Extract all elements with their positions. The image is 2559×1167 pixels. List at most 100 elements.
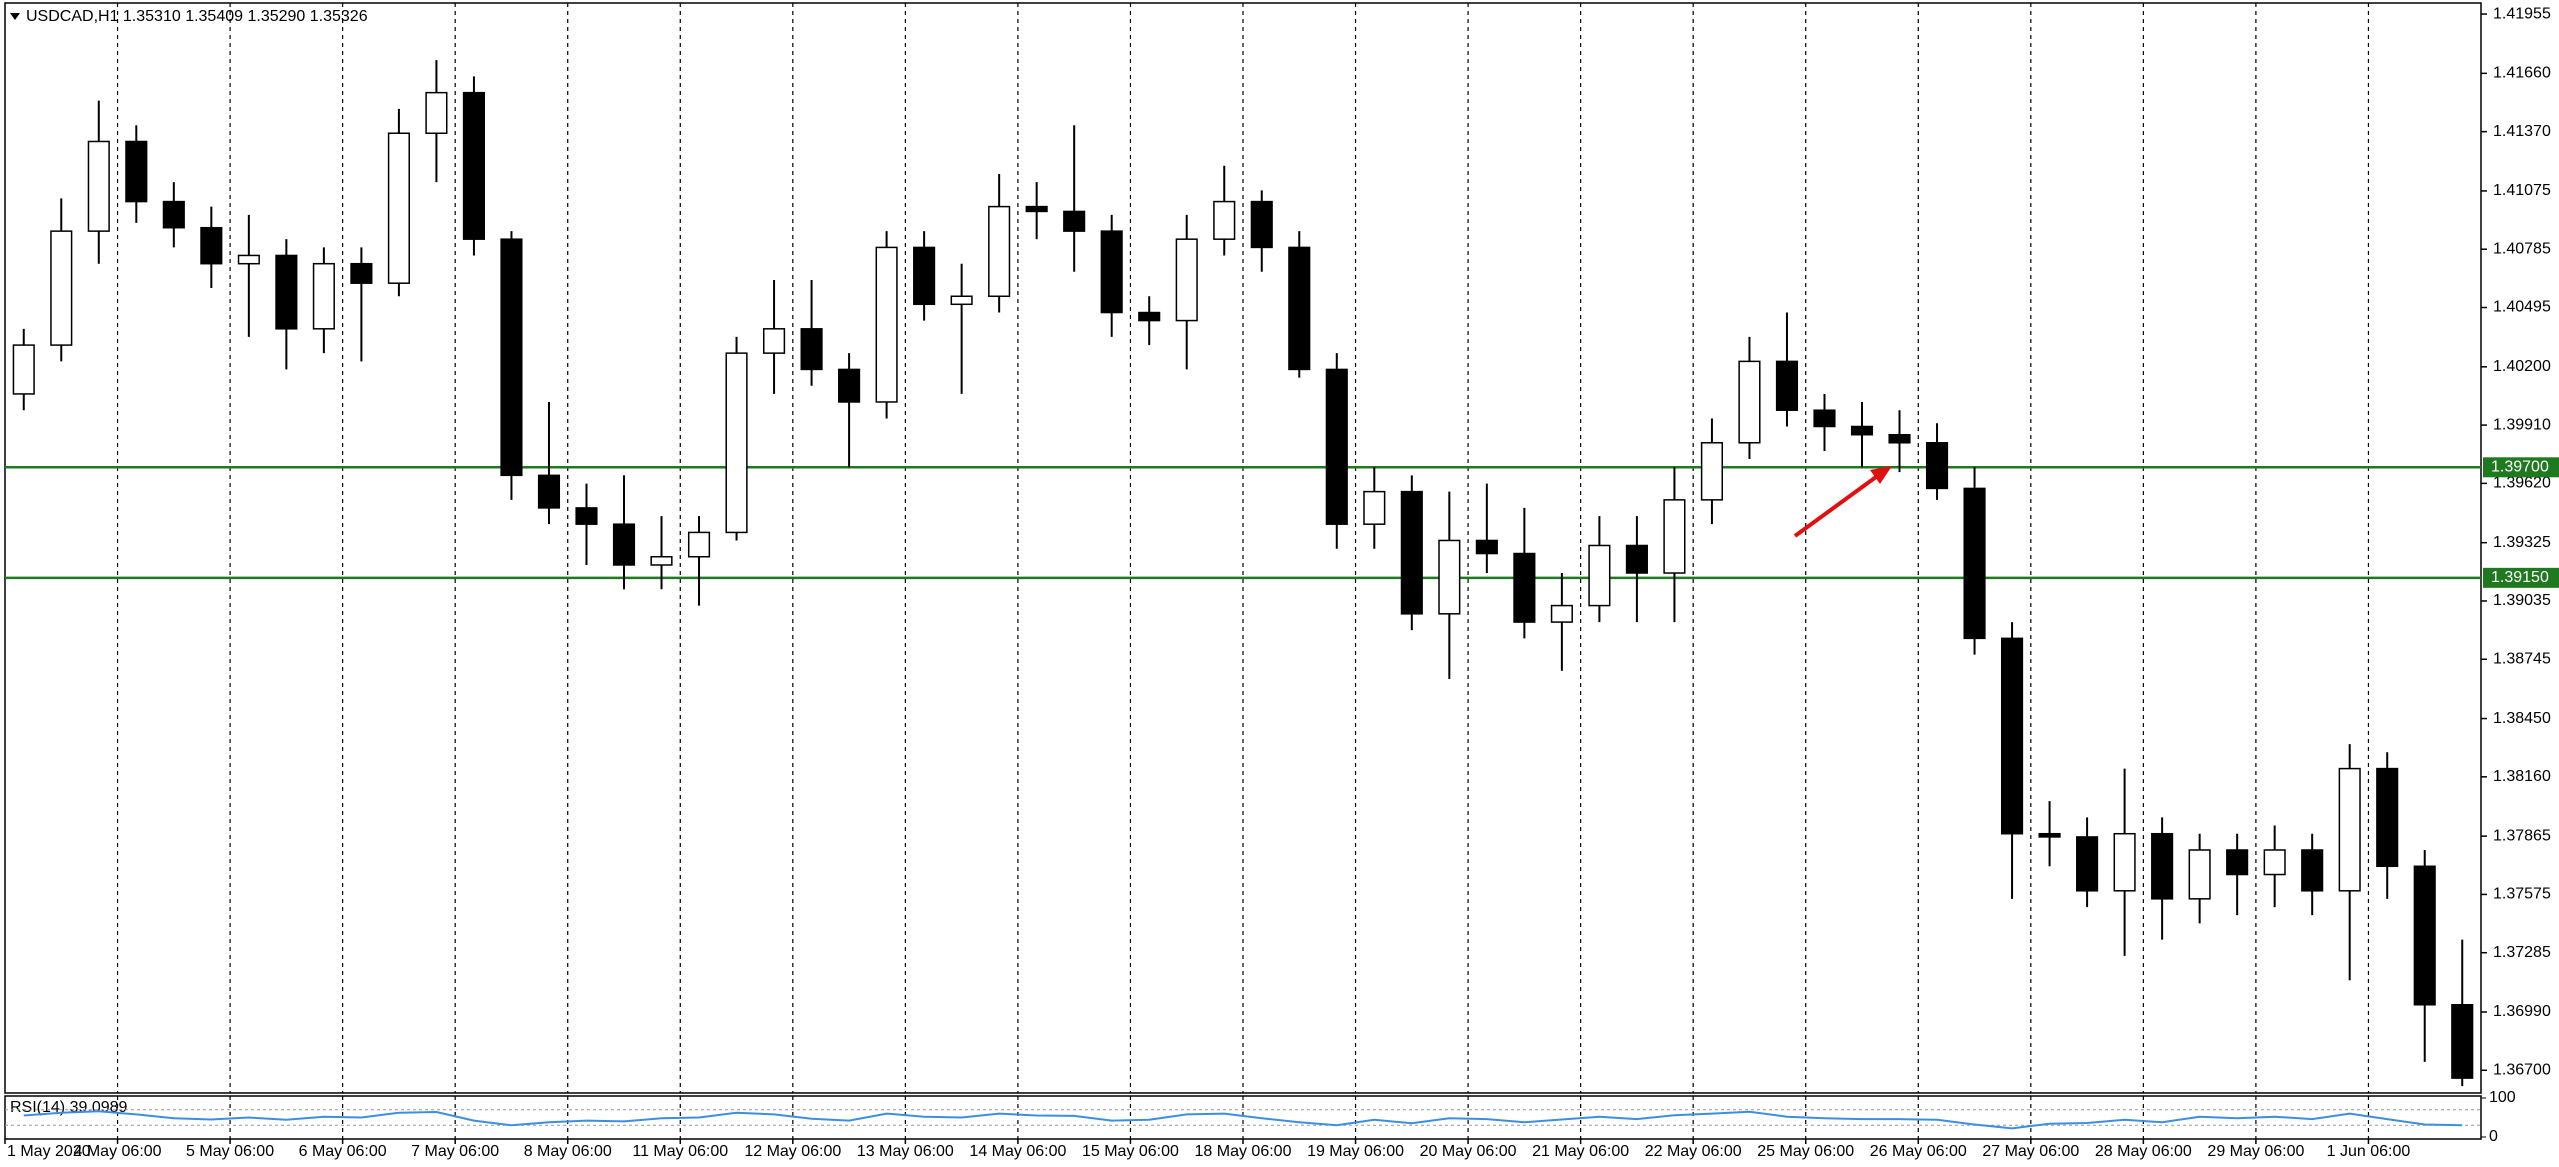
candle-body — [2338, 767, 2361, 892]
candle-body — [1100, 230, 1123, 314]
candle-body — [1213, 200, 1236, 240]
candle-body — [500, 238, 523, 477]
candle-body — [1663, 499, 1686, 574]
candle-body — [237, 254, 260, 265]
candle-body — [275, 254, 298, 330]
candle-body — [2000, 637, 2024, 835]
y-tick-label: 1.41955 — [2493, 5, 2551, 22]
candle-body — [988, 205, 1011, 298]
x-tick-label: 8 May 06:00 — [524, 1143, 612, 1160]
candle-body — [12, 344, 35, 395]
y-tick-label: 1.39035 — [2493, 592, 2551, 609]
candle-body — [312, 262, 335, 330]
candle-body — [537, 474, 561, 509]
candle-body — [1250, 200, 1273, 249]
candle-body — [1588, 544, 1611, 607]
candle-body — [125, 140, 148, 203]
y-tick-label: 1.41660 — [2493, 65, 2551, 82]
candle-body — [1550, 604, 1573, 623]
candle-body — [1925, 442, 1949, 490]
y-tick-label: 1.37575 — [2493, 886, 2551, 903]
candle-body — [1438, 539, 1461, 615]
x-tick-label: 13 May 06:00 — [857, 1143, 954, 1160]
candle-body — [162, 200, 185, 229]
y-tick-label: 1.39325 — [2493, 534, 2551, 551]
y-tick-label: 1.36990 — [2493, 1003, 2551, 1020]
x-tick-label: 12 May 06:00 — [744, 1143, 841, 1160]
y-tick-label: 1.40495 — [2493, 299, 2551, 316]
x-tick-label: 15 May 06:00 — [1082, 1143, 1179, 1160]
symbol-menu-icon[interactable] — [10, 13, 20, 20]
y-tick-label: 1.38745 — [2493, 650, 2551, 667]
x-tick-label: 7 May 06:00 — [411, 1143, 499, 1160]
candle-body — [1325, 368, 1348, 525]
candle-body — [87, 140, 110, 232]
candle-body — [1175, 238, 1198, 322]
candle-body — [350, 262, 373, 284]
candle-body — [838, 368, 861, 403]
candle-body — [2226, 849, 2249, 876]
y-tick-label: 1.41370 — [2493, 123, 2551, 140]
x-tick-label: 26 May 06:00 — [1870, 1143, 1967, 1160]
candle-body — [1963, 487, 1986, 640]
x-tick-label: 11 May 06:00 — [632, 1143, 728, 1160]
candle-body — [2301, 849, 2324, 892]
candle-body — [950, 295, 973, 306]
candle-body — [1738, 360, 1761, 444]
candle-body — [1025, 205, 1048, 213]
annotation-arrow — [1793, 466, 1892, 538]
x-tick-label: 14 May 06:00 — [969, 1143, 1066, 1160]
y-tick-label: 1.38160 — [2493, 768, 2551, 785]
y-tick-label: 1.40785 — [2493, 240, 2551, 257]
x-tick-label: 28 May 06:00 — [2095, 1143, 2192, 1160]
indicator-title: RSI(14) 39.0989 — [10, 1099, 128, 1116]
y-tick-label: 1.40200 — [2493, 358, 2551, 375]
candle-body — [913, 246, 936, 306]
candle-body — [1513, 552, 1536, 623]
x-tick-label: 29 May 06:00 — [2207, 1143, 2304, 1160]
candle-body — [875, 246, 898, 403]
candle-body — [2076, 836, 2099, 892]
candle-body — [575, 507, 598, 525]
x-tick-label: 18 May 06:00 — [1195, 1143, 1292, 1160]
candle-body — [387, 132, 410, 284]
y-tick-label: 1.38450 — [2493, 710, 2551, 727]
x-tick-label: 19 May 06:00 — [1307, 1143, 1404, 1160]
arrow-shaft — [1793, 475, 1878, 538]
level-label: 1.39150 — [2491, 569, 2549, 586]
candle-body — [2038, 832, 2061, 838]
candle-body — [1475, 539, 1498, 555]
candle-body — [462, 91, 486, 240]
candle-body — [50, 230, 73, 346]
indicator-line — [23, 1110, 2463, 1130]
x-tick-label: 25 May 06:00 — [1757, 1143, 1854, 1160]
level-label: 1.39700 — [2491, 459, 2549, 476]
candle-body — [2188, 849, 2211, 900]
candle-body — [1400, 490, 1423, 615]
x-tick-label: 1 Jun 06:00 — [2327, 1143, 2411, 1160]
y-tick-label: 1.36700 — [2493, 1062, 2551, 1079]
x-tick-label: 6 May 06:00 — [299, 1143, 387, 1160]
indicator-tick-label: 0 — [2489, 1128, 2498, 1145]
candle-body — [1288, 246, 1311, 371]
level-label-box — [2483, 567, 2559, 588]
candle-body — [2451, 1004, 2474, 1079]
candle-body — [800, 328, 823, 371]
indicator-tick-label: 100 — [2489, 1089, 2516, 1106]
candle-body — [1813, 409, 1836, 428]
candle-body — [2151, 832, 2174, 900]
x-tick-label: 22 May 06:00 — [1645, 1143, 1742, 1160]
x-tick-label: 27 May 06:00 — [1982, 1143, 2079, 1160]
x-tick-label: 20 May 06:00 — [1420, 1143, 1517, 1160]
candle-body — [2413, 865, 2436, 1006]
arrow-head — [1870, 466, 1892, 484]
candle-body — [612, 523, 636, 566]
candle-body — [1625, 544, 1648, 574]
y-tick-label: 1.37865 — [2493, 827, 2551, 844]
candle-body — [2113, 832, 2136, 892]
candle-body — [1850, 425, 1874, 436]
candle-body — [1363, 490, 1386, 525]
